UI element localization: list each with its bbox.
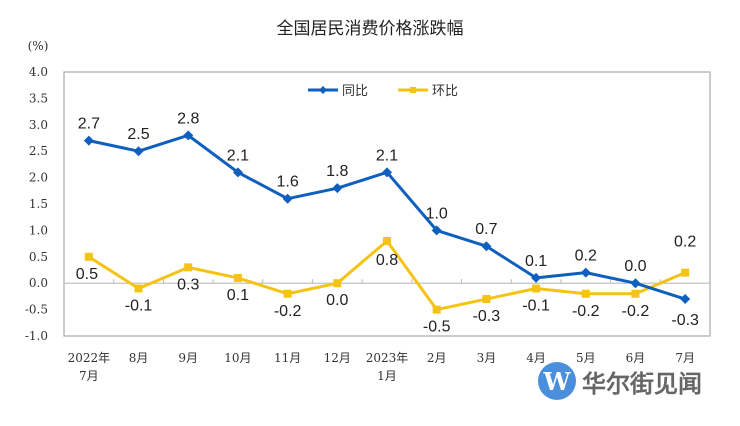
- data-label: -0.5: [423, 319, 451, 336]
- watermark: W 华尔街见闻: [538, 362, 702, 400]
- x-tick-label: 1月: [377, 369, 397, 383]
- data-label: -0.1: [125, 297, 153, 314]
- legend-marker-icon: [319, 86, 327, 94]
- x-tick-label: 10月: [224, 351, 251, 365]
- y-tick-label: 1.0: [29, 223, 48, 237]
- data-point: [233, 273, 242, 282]
- data-label: 0.7: [475, 221, 497, 238]
- data-label: 2.7: [78, 116, 100, 133]
- data-label: 1.0: [426, 205, 448, 222]
- y-tick-label: 4.0: [29, 65, 48, 79]
- data-point: [232, 167, 243, 178]
- data-point: [580, 267, 591, 278]
- x-tick-label: 12月: [324, 351, 351, 365]
- data-point: [581, 289, 590, 298]
- x-tick-label: 5月: [576, 351, 596, 365]
- y-tick-label: 2.5: [29, 144, 48, 158]
- data-label: 0.1: [227, 287, 249, 304]
- data-label: 0.3: [177, 276, 199, 293]
- data-label: 0.2: [575, 248, 597, 265]
- x-tick-label: 9月: [178, 351, 198, 365]
- data-label: -0.3: [671, 312, 699, 329]
- data-point: [532, 284, 541, 293]
- data-point: [84, 252, 93, 261]
- x-tick-label: 3月: [477, 351, 497, 365]
- x-tick-label: 7月: [79, 369, 99, 383]
- x-tick-label: 8月: [129, 351, 149, 365]
- data-label: 0.0: [624, 258, 646, 275]
- x-tick-label: 6月: [626, 351, 646, 365]
- data-label: 0.2: [674, 234, 696, 251]
- y-tick-label: 1.5: [29, 197, 48, 211]
- data-label: -0.2: [274, 303, 302, 320]
- data-point: [680, 294, 691, 305]
- chart-title: 全国居民消费价格涨跌幅: [276, 19, 464, 39]
- data-point: [431, 225, 442, 236]
- data-label: -0.1: [522, 297, 550, 314]
- data-point: [481, 241, 492, 252]
- x-tick-label: 2月: [427, 351, 447, 365]
- data-label: 2.1: [376, 147, 398, 164]
- y-tick-label: 2.0: [29, 171, 48, 185]
- data-point: [482, 295, 491, 304]
- y-tick-label: 0.0: [29, 276, 48, 290]
- data-point: [282, 193, 293, 204]
- data-point: [531, 272, 542, 283]
- data-label: -0.2: [572, 303, 600, 320]
- data-label: 2.1: [227, 147, 249, 164]
- data-label: 0.8: [376, 252, 398, 269]
- data-point: [183, 130, 194, 141]
- data-point: [134, 284, 143, 293]
- data-label: 0.0: [326, 292, 348, 309]
- data-point: [630, 278, 641, 289]
- data-label: 0.1: [525, 253, 547, 270]
- data-point: [681, 268, 690, 277]
- y-tick-label: 3.5: [29, 91, 48, 105]
- y-tick-label: -0.5: [25, 303, 48, 317]
- data-label: 1.6: [276, 174, 298, 191]
- x-tick-label: 2023年: [366, 351, 409, 365]
- data-label: 0.5: [76, 266, 98, 283]
- plot-frame: [63, 71, 711, 337]
- data-label: 1.8: [326, 163, 348, 180]
- data-point: [283, 289, 292, 298]
- watermark-logo: W: [538, 362, 576, 400]
- watermark-text: 华尔街见闻: [582, 368, 702, 398]
- data-label: 2.8: [177, 110, 199, 127]
- data-point: [382, 167, 392, 178]
- data-point: [332, 183, 343, 194]
- legend-label: 环比: [432, 84, 458, 99]
- data-point: [631, 289, 640, 298]
- y-tick-label: -1.0: [25, 329, 48, 343]
- data-point: [432, 305, 441, 314]
- data-label: -0.3: [473, 308, 501, 325]
- x-tick-label: 2022年: [68, 351, 111, 365]
- data-label: -0.2: [622, 303, 650, 320]
- y-axis-label: (%): [28, 39, 49, 53]
- x-tick-label: 4月: [526, 351, 546, 365]
- data-point: [383, 236, 391, 245]
- x-tick-label: 11月: [274, 351, 301, 365]
- data-point: [333, 279, 342, 288]
- x-tick-label: 7月: [675, 351, 695, 365]
- data-point: [184, 263, 193, 272]
- y-tick-label: 3.0: [29, 118, 48, 132]
- legend-label: 同比: [342, 84, 368, 99]
- data-label: 2.5: [127, 126, 149, 143]
- legend-marker-icon: [410, 87, 416, 93]
- y-tick-label: 0.5: [29, 250, 48, 264]
- data-point: [83, 135, 94, 146]
- data-point: [133, 146, 144, 157]
